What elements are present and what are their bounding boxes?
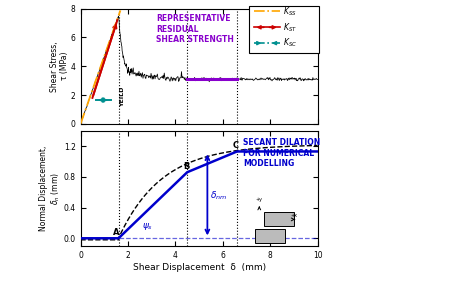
Text: B: B <box>183 162 189 171</box>
X-axis label: Shear Displacement  δ  (mm): Shear Displacement δ (mm) <box>133 263 265 272</box>
Text: A: A <box>113 228 120 237</box>
Text: YEILD: YEILD <box>120 86 125 106</box>
Y-axis label: Normal Displacement,
$\delta_n$ (mm): Normal Displacement, $\delta_n$ (mm) <box>39 146 62 231</box>
Text: $\delta_{nm}$: $\delta_{nm}$ <box>210 189 227 202</box>
Text: REPRESENTATIVE
RESIDUAL
SHEAR STRENGTH: REPRESENTATIVE RESIDUAL SHEAR STRENGTH <box>156 14 234 44</box>
Text: $K_{ST}$: $K_{ST}$ <box>283 21 297 33</box>
FancyBboxPatch shape <box>249 6 319 53</box>
Text: C: C <box>233 141 239 150</box>
Text: $K_{SS}$: $K_{SS}$ <box>283 5 297 18</box>
Text: $\psi_s$: $\psi_s$ <box>142 221 153 232</box>
Text: SECANT DILATION
FOR NUMERICAL
MODELLING: SECANT DILATION FOR NUMERICAL MODELLING <box>243 138 320 168</box>
Text: $K_{SC}$: $K_{SC}$ <box>283 37 297 49</box>
Y-axis label: Shear Stress,
τ (MPa): Shear Stress, τ (MPa) <box>50 41 70 92</box>
